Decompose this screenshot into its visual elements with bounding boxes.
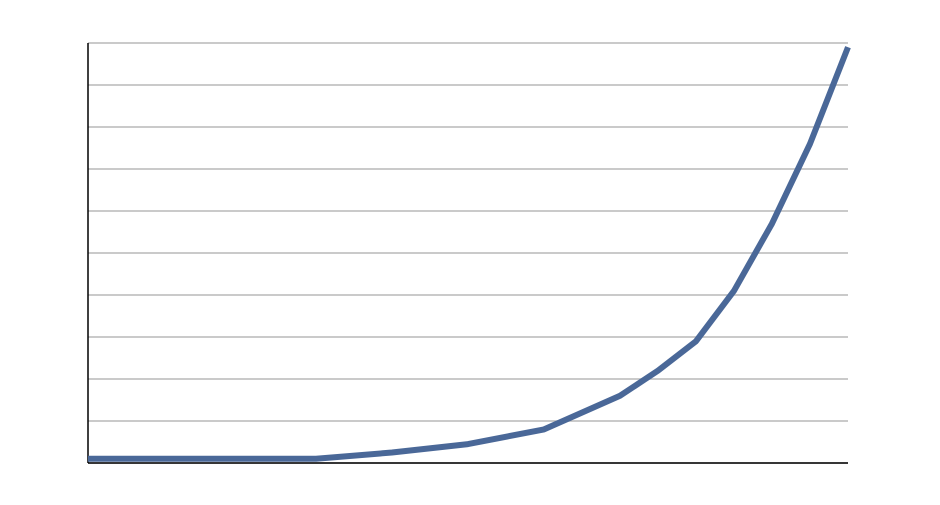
line-series — [88, 46, 851, 462]
